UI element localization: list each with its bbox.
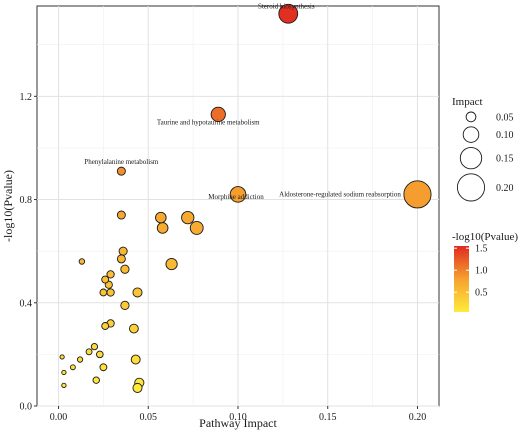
data-point: [106, 288, 115, 297]
y-axis-label: -log10(Pvalue): [1, 170, 15, 242]
data-point: [155, 211, 167, 224]
size-legend: Impact 0.05 0.10 0.15 0.20: [452, 96, 514, 202]
data-point: [116, 210, 126, 220]
color-legend-bar: [454, 246, 469, 312]
data-point: [130, 354, 141, 365]
color-legend-title: -log10(Pvalue): [452, 231, 518, 243]
size-legend-circle: [462, 126, 480, 143]
data-point: [118, 246, 128, 256]
data-point: [92, 376, 100, 384]
data-point: [106, 270, 115, 279]
y-tick-label: 1.2: [20, 92, 33, 103]
data-point: [278, 3, 299, 24]
data-point: [85, 348, 93, 356]
size-legend-circle: [465, 111, 477, 123]
grid-lines: [37, 6, 439, 407]
size-legend-circle: [459, 146, 483, 170]
point-labels: Steroid biosynthesis Taurine and hypotaur…: [84, 2, 401, 201]
x-axis-label: Pathway Impact: [199, 416, 277, 430]
data-point: [78, 258, 86, 265]
x-axis-ticks: 0.00 0.05 0.10 0.15 0.20: [50, 406, 426, 423]
color-legend-label: 0.5: [475, 288, 488, 299]
data-point: [229, 186, 247, 203]
x-tick-label: 0.10: [229, 412, 247, 423]
color-legend: -log10(Pvalue) 1.5 1.0 0.5: [452, 231, 518, 312]
size-legend-label: 0.10: [496, 130, 514, 141]
data-point: [132, 287, 143, 298]
point-label: Morphine addiction: [208, 193, 264, 201]
data-point: [90, 343, 99, 351]
data-point: [120, 264, 130, 274]
data-point: [101, 275, 110, 284]
data-point: [156, 222, 169, 234]
point-label: Steroid biosynthesis: [258, 2, 315, 10]
point-label: Phenylalanine metabolism: [84, 158, 159, 166]
color-legend-label: 1.5: [475, 244, 488, 255]
y-tick-label: 0.0: [20, 402, 33, 413]
data-point: [99, 363, 108, 372]
data-point: [129, 323, 139, 334]
data-point: [132, 382, 143, 393]
data-point: [61, 382, 67, 388]
x-tick-label: 0.05: [140, 412, 158, 423]
data-points: [59, 3, 432, 393]
data-point: [120, 300, 130, 310]
size-legend-label: 0.05: [496, 112, 514, 123]
data-point: [165, 257, 178, 271]
data-point: [59, 354, 65, 360]
x-tick-label: 0.15: [319, 412, 337, 423]
point-label: Aldosterone-regulated sodium reabsorptio…: [279, 190, 401, 198]
data-point: [96, 350, 104, 359]
y-axis-ticks: 0.0 0.4 0.8 1.2: [20, 92, 37, 413]
data-point: [181, 210, 195, 225]
data-point: [99, 288, 108, 297]
data-point: [76, 356, 84, 363]
point-label: Taurine and hypotaurine metabolism: [157, 119, 260, 127]
data-point: [116, 166, 126, 176]
data-point: [210, 106, 226, 122]
size-legend-circle: [456, 173, 486, 202]
y-tick-label: 0.8: [20, 195, 33, 206]
data-point: [189, 221, 204, 235]
data-point: [403, 180, 432, 209]
x-tick-label: 0.20: [409, 412, 427, 423]
data-point: [116, 254, 126, 264]
data-point: [61, 369, 67, 376]
x-tick-label: 0.00: [50, 412, 68, 423]
size-legend-label: 0.20: [496, 183, 514, 194]
data-point: [69, 364, 76, 371]
size-legend-title: Impact: [452, 96, 483, 108]
data-point: [101, 322, 110, 330]
size-legend-label: 0.15: [496, 154, 514, 165]
color-legend-label: 1.0: [475, 266, 488, 277]
y-tick-label: 0.4: [20, 298, 33, 309]
